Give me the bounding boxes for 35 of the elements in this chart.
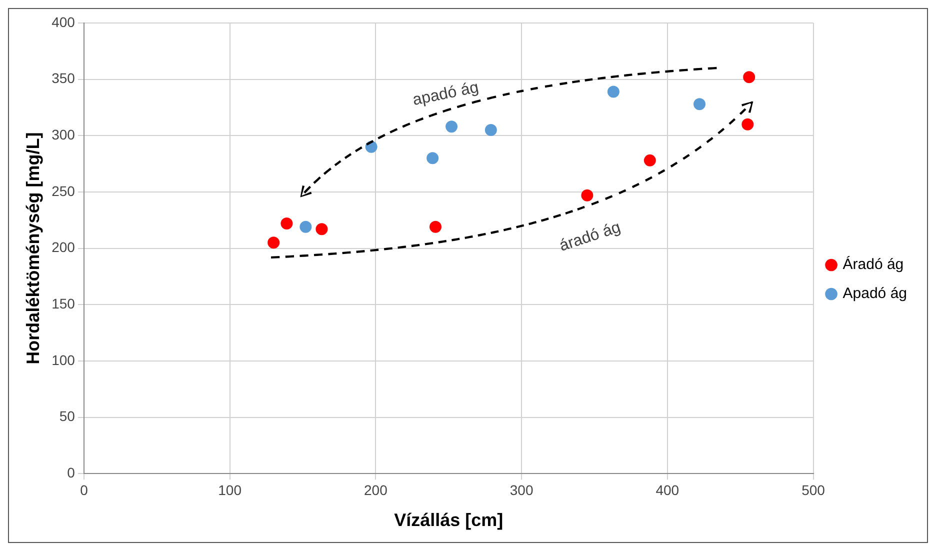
y-tick-label: 300 — [52, 126, 76, 143]
y-tick-label: 350 — [52, 70, 76, 86]
point — [426, 152, 439, 164]
point — [581, 189, 594, 202]
x-axis-title: Vízállás [cm] — [394, 510, 504, 530]
y-tick-label: 200 — [52, 239, 76, 256]
point — [607, 86, 620, 98]
y-tick-label: 250 — [52, 182, 76, 199]
y-tick-label: 150 — [52, 295, 76, 312]
x-tick-label: 0 — [80, 482, 88, 498]
x-tick-label: 500 — [802, 482, 826, 498]
x-tick-label: 200 — [364, 482, 388, 498]
point — [742, 118, 754, 130]
annotation: áradó ág — [557, 218, 623, 255]
point — [446, 120, 458, 133]
y-tick-label: 50 — [59, 408, 76, 424]
x-tick-label: 400 — [656, 482, 680, 498]
legend-label: Apadó ág — [842, 285, 908, 302]
point — [694, 98, 706, 110]
x-tick-label: 300 — [510, 482, 534, 498]
y-tick-label: 0 — [67, 464, 76, 480]
y-axis-title: Hordaléktöménység [mg/L] — [22, 132, 43, 364]
y-tick-label: 400 — [52, 14, 76, 30]
x-tick-label: 100 — [218, 482, 242, 498]
point — [280, 218, 293, 230]
y-tick-label: 100 — [52, 352, 76, 368]
point — [316, 223, 328, 236]
point — [484, 124, 497, 136]
point — [743, 71, 756, 84]
point — [429, 220, 442, 233]
point — [300, 220, 312, 233]
point — [268, 236, 280, 249]
point — [644, 154, 656, 166]
legend-label: Áradó ág — [842, 255, 904, 274]
annotation: apadó ág — [411, 79, 480, 110]
